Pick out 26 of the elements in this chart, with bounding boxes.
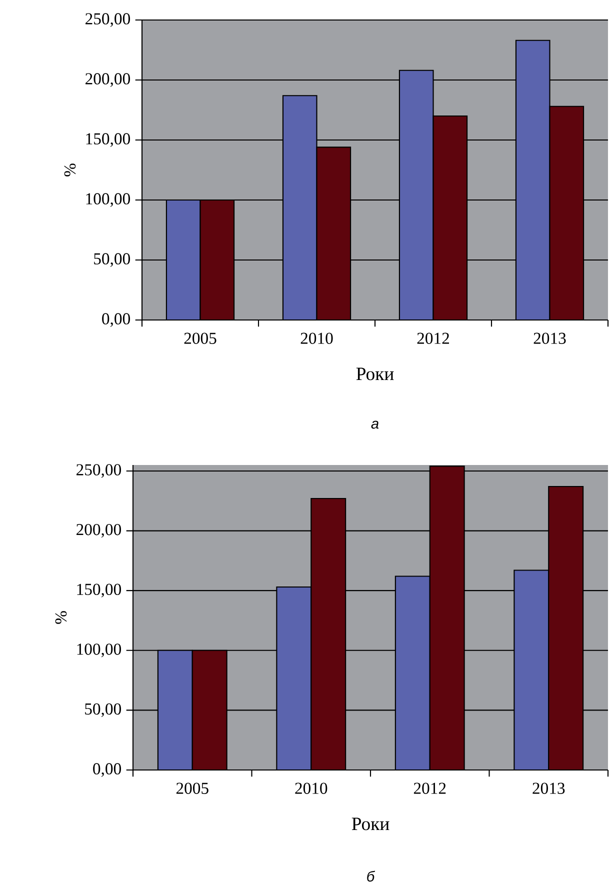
y-tick-label: 50,00 [94,253,130,267]
x-tick-label: 2012 [417,332,449,344]
y-tick-label: 100,00 [86,193,130,207]
x-tick-label: 2013 [532,782,564,794]
y-tick-label: 250,00 [85,13,130,27]
x-tick-label: 2010 [294,782,327,794]
y-tick-label: 100,00 [77,644,121,658]
x-tick-label: 2005 [184,332,216,344]
y-tick-label: 0,00 [92,763,121,777]
y-tick-label: 50,00 [84,703,121,718]
y-tick-label: 200,00 [85,73,130,87]
text: б [366,870,375,882]
text: а [371,420,378,429]
x-tick-label: 2005 [176,782,208,794]
x-tick-label: 2012 [414,782,446,794]
y-axis-title: % [55,611,66,624]
y-axis-title: % [64,164,76,176]
y-tick-label: 150,00 [86,133,130,147]
x-tick-label: 2010 [300,332,333,344]
y-tick-label: 200,00 [76,524,121,538]
x-tick-label: 2013 [534,332,566,344]
y-tick-label: 250,00 [76,464,121,478]
y-tick-label: 150,00 [77,584,121,598]
x-axis-title: Роки [356,368,394,380]
y-tick-label: 0,00 [102,313,130,327]
x-axis-title: Роки [352,818,390,830]
